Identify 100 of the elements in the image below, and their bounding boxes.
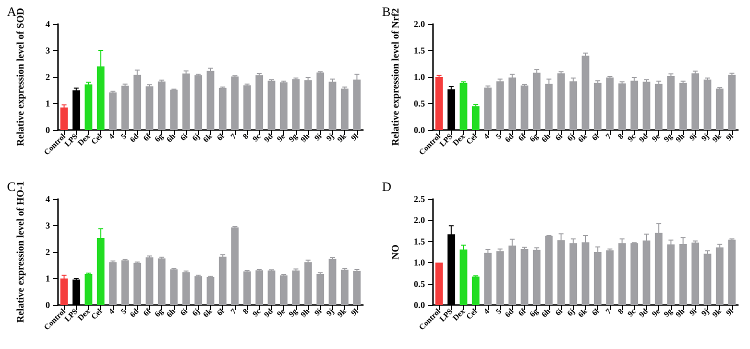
x-tick-label: 6j — [190, 132, 202, 143]
x-tick-label: 6f — [142, 306, 153, 318]
bar — [340, 269, 348, 304]
x-tick-label: 9h — [674, 306, 687, 319]
x-tick-label: 6j — [565, 132, 577, 143]
x-tick-label: 6d — [503, 306, 516, 319]
x-tick-label: 6i — [178, 131, 190, 143]
bar — [460, 82, 468, 130]
x-tick-label: 9e — [650, 306, 662, 318]
x-tick-label: 6j — [190, 306, 202, 318]
x-tick-label: 9e — [275, 132, 288, 144]
bar — [532, 72, 540, 130]
bar — [134, 74, 142, 130]
bar — [606, 78, 614, 130]
chart-title: B — [382, 4, 391, 19]
x-tick-label: 8 — [616, 132, 626, 142]
bar — [532, 249, 540, 304]
bar — [328, 258, 336, 304]
bar — [520, 248, 528, 304]
x-tick-label: Cel — [89, 131, 104, 146]
x-tick-label: 9c — [626, 306, 638, 318]
bar — [594, 82, 602, 130]
bar — [704, 253, 712, 304]
bar — [496, 250, 504, 304]
bar — [109, 92, 117, 130]
chart-title: A — [7, 4, 17, 19]
x-tick-label: 6k — [576, 131, 590, 144]
bar — [654, 84, 662, 130]
bar — [484, 252, 492, 304]
bar — [618, 83, 626, 130]
x-tick-label: 9l — [349, 131, 361, 143]
x-tick-label: 9g — [662, 132, 674, 144]
bar — [243, 85, 251, 130]
y-tick-label: 2.5 — [414, 194, 426, 204]
x-tick-label: 6k — [576, 306, 590, 319]
x-tick-label: 9j — [700, 132, 711, 143]
y-tick-label: 0.5 — [414, 98, 426, 108]
x-tick-label: 6d — [128, 306, 141, 319]
x-tick-label: 6i — [554, 131, 565, 143]
x-tick-label: 4 — [106, 132, 116, 142]
bar — [520, 85, 528, 130]
x-tick-label: 9h — [298, 131, 312, 144]
bar — [194, 276, 202, 304]
x-tick-label: 9k — [336, 306, 348, 319]
bar — [570, 242, 578, 304]
bar — [206, 276, 214, 304]
x-tick-label: 6l — [590, 131, 602, 143]
x-tick-label: 9l — [724, 131, 736, 143]
bar — [630, 80, 638, 130]
bar — [146, 86, 154, 130]
x-tick-label: 7 — [228, 132, 238, 142]
bar — [667, 244, 675, 304]
y-tick-label: 2 — [46, 72, 50, 82]
y-tick-label: 1.0 — [414, 257, 426, 268]
x-tick-label: 9j — [324, 132, 336, 143]
y-tick-label: 2 — [46, 246, 50, 256]
bar — [60, 107, 68, 130]
x-tick-label: 6h — [164, 306, 178, 319]
bar — [316, 273, 324, 304]
x-tick-label: 7 — [228, 306, 238, 316]
bar — [292, 79, 300, 130]
bar — [496, 81, 504, 130]
x-tick-label: 9c — [250, 306, 263, 318]
bar — [206, 70, 214, 130]
bar — [606, 250, 614, 304]
bar — [182, 272, 190, 304]
bar — [304, 262, 312, 304]
chart-title: C — [7, 178, 16, 194]
bar — [158, 258, 166, 304]
bar — [280, 274, 288, 304]
x-tick-label: 6h — [540, 131, 552, 144]
x-tick-label: 6k — [201, 306, 214, 319]
bar — [484, 88, 492, 130]
bar — [170, 90, 178, 130]
x-tick-label: 6i — [554, 306, 565, 318]
y-axis-title: Relative expression level of SOD — [16, 8, 26, 146]
bar — [134, 262, 142, 304]
y-axis-title: Relative expression level of Nrf2 — [390, 8, 402, 146]
x-tick-label: 8 — [616, 306, 626, 316]
x-tick-label: 6d — [503, 131, 516, 144]
bar — [472, 106, 480, 130]
x-tick-label: 9i — [688, 306, 700, 318]
y-axis-title: NO — [390, 244, 402, 259]
bar — [292, 270, 300, 304]
y-tick-label: 0.0 — [414, 125, 426, 135]
x-tick-label: 4 — [482, 306, 492, 316]
bar — [268, 270, 276, 304]
bar — [667, 76, 675, 130]
bar — [679, 82, 687, 130]
x-tick-label: 5 — [119, 306, 128, 316]
bar — [182, 74, 190, 130]
y-axis-title: Relative expression level of HO-1 — [16, 180, 26, 322]
x-tick-label: 9j — [700, 306, 711, 318]
bar — [692, 242, 700, 304]
x-tick-label: 6f — [516, 306, 528, 318]
bar — [353, 270, 361, 304]
x-tick-label: 9j — [324, 306, 336, 318]
y-tick-label: 1.5 — [414, 46, 426, 56]
x-tick-label: 9d — [262, 131, 276, 144]
x-tick-label: 6f — [142, 132, 153, 143]
